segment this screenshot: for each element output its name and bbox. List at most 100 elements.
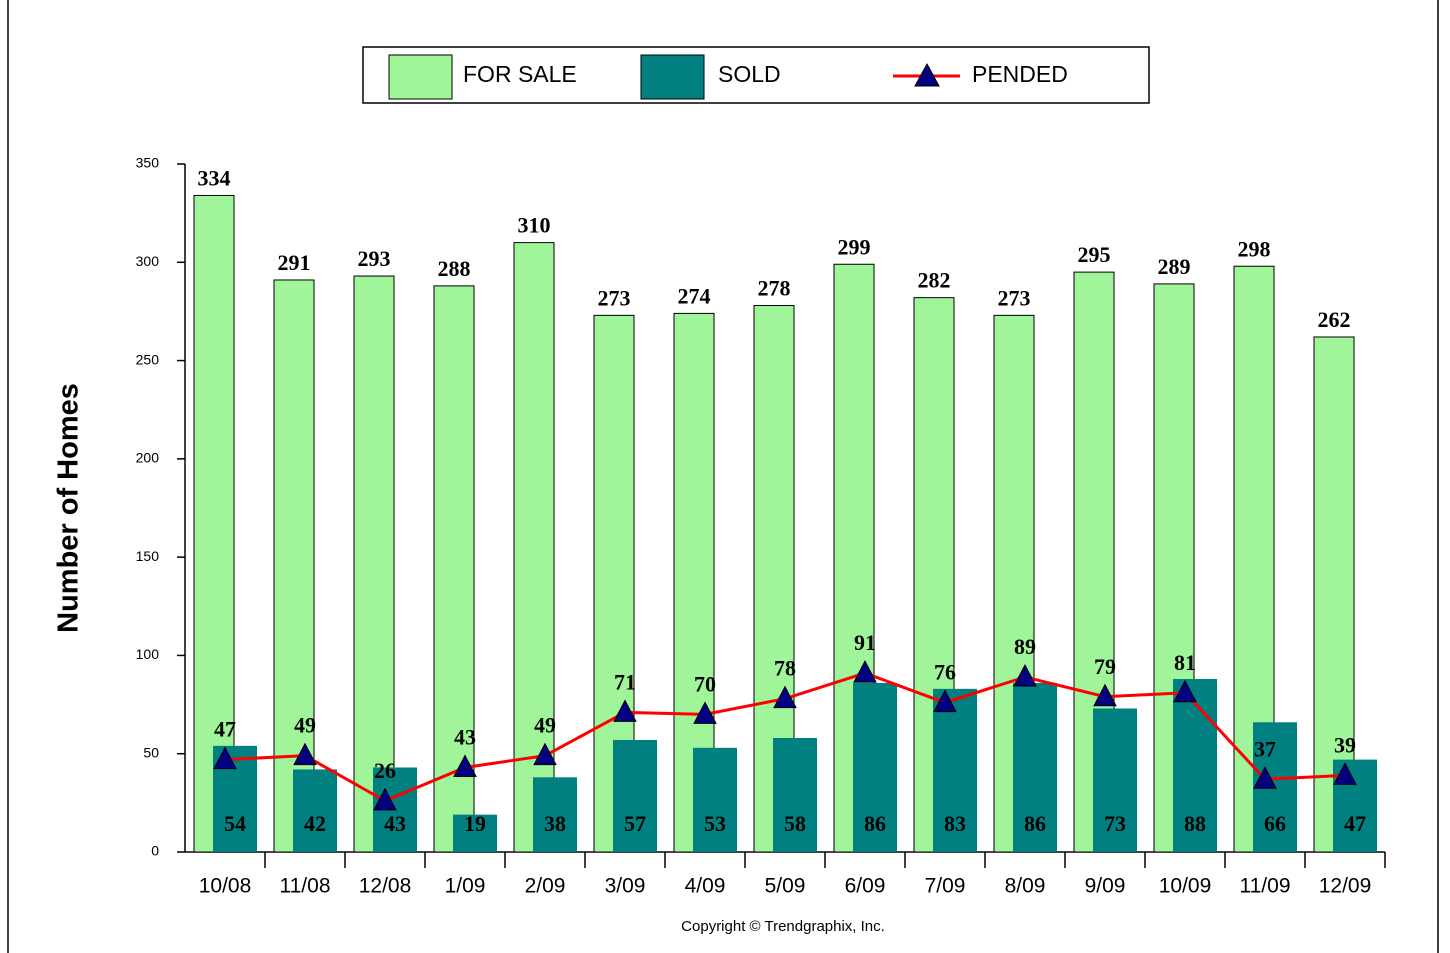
data-label: 37	[1254, 736, 1276, 761]
sold-bar	[1093, 708, 1137, 852]
data-label: 310	[518, 213, 551, 238]
pended-marker	[853, 660, 877, 683]
data-label: 58	[784, 811, 806, 836]
y-axis-label: Number of Homes	[53, 383, 85, 633]
pended-marker	[773, 685, 797, 709]
data-label: 86	[864, 811, 886, 836]
data-label: 38	[544, 811, 566, 836]
data-label: 70	[694, 671, 716, 696]
data-label: 91	[854, 630, 876, 655]
x-tick-label: 5/09	[765, 875, 806, 898]
sold-bar	[1173, 679, 1217, 852]
legend-label: PENDED	[972, 61, 1068, 87]
frame	[7, 0, 1439, 953]
x-tick-label: 11/09	[1240, 875, 1291, 898]
sold-bar	[453, 814, 497, 852]
y-tick-label: 150	[136, 548, 160, 564]
data-label: 79	[1094, 654, 1116, 679]
legend-label: FOR SALE	[463, 61, 577, 87]
x-tick-label: 11/08	[280, 875, 331, 898]
pended-marker	[293, 742, 317, 766]
sold-bar	[1013, 682, 1057, 852]
pended-marker	[1093, 683, 1117, 707]
data-label: 76	[934, 660, 956, 685]
x-tick-label: 2/09	[525, 875, 566, 898]
data-label: 293	[358, 246, 391, 271]
x-tick-label: 1/09	[445, 875, 486, 898]
data-label: 295	[1078, 242, 1111, 267]
data-label: 42	[304, 811, 326, 836]
data-label: 19	[464, 811, 486, 836]
sold-bar	[773, 737, 817, 852]
sold-bar	[533, 777, 577, 852]
data-label: 288	[438, 256, 471, 281]
data-label: 73	[1104, 811, 1126, 836]
x-tick-label: 12/09	[1319, 875, 1372, 898]
data-label: 289	[1158, 254, 1191, 279]
pended-marker	[453, 754, 477, 777]
data-label: 57	[624, 811, 646, 836]
pended-marker	[613, 699, 637, 722]
data-label: 86	[1024, 811, 1046, 836]
x-tick-label: 12/08	[359, 875, 412, 898]
y-tick-label: 350	[136, 155, 160, 171]
sold-bar	[693, 747, 737, 852]
legend-swatch	[640, 54, 705, 100]
legend-label: SOLD	[718, 61, 781, 87]
pended-marker	[693, 701, 717, 724]
data-label: 89	[1014, 634, 1036, 659]
x-tick-label: 7/09	[925, 875, 966, 898]
data-label: 39	[1334, 732, 1356, 757]
data-label: 71	[614, 669, 636, 694]
data-label: 334	[198, 165, 231, 190]
y-tick-label: 300	[136, 253, 160, 269]
data-label: 66	[1264, 811, 1286, 836]
data-label: 78	[774, 656, 796, 681]
x-tick-label: 6/09	[845, 875, 886, 898]
data-label: 43	[384, 811, 406, 836]
pended-marker	[533, 742, 557, 766]
for-sale-bar	[353, 275, 395, 853]
for-sale-bar	[273, 279, 315, 853]
pended-marker	[373, 787, 397, 811]
x-tick-label: 9/09	[1085, 875, 1126, 898]
sold-bar	[933, 688, 977, 852]
sold-bar	[853, 682, 897, 852]
data-label: 81	[1174, 650, 1196, 675]
data-label: 54	[224, 811, 246, 836]
data-label: 291	[278, 250, 311, 275]
copyright: Copyright © Trendgraphix, Inc.	[681, 918, 885, 935]
legend-marker	[914, 62, 940, 87]
data-label: 273	[998, 285, 1031, 310]
data-label: 47	[214, 717, 236, 742]
data-label: 262	[1318, 307, 1351, 332]
data-label: 49	[534, 713, 556, 738]
y-tick-label: 0	[151, 843, 159, 859]
data-label: 88	[1184, 811, 1206, 836]
y-tick-label: 100	[136, 646, 160, 662]
data-label: 49	[294, 713, 316, 738]
pended-marker	[1333, 762, 1357, 785]
data-label: 298	[1238, 236, 1271, 261]
data-label: 83	[944, 811, 966, 836]
data-label: 278	[758, 276, 791, 301]
x-tick-label: 10/08	[199, 875, 252, 898]
data-label: 273	[598, 285, 631, 310]
data-label: 53	[704, 811, 726, 836]
data-label: 274	[678, 283, 711, 308]
for-sale-bar	[193, 194, 235, 853]
legend-box	[362, 46, 1150, 104]
for-sale-bar	[513, 242, 555, 853]
data-label: 43	[454, 725, 476, 750]
y-tick-label: 250	[136, 351, 160, 367]
x-tick-label: 8/09	[1005, 875, 1046, 898]
pended-marker	[1253, 766, 1277, 789]
x-tick-label: 10/09	[1159, 875, 1212, 898]
data-label: 282	[918, 268, 951, 293]
legend-swatch	[388, 54, 453, 100]
pended-marker	[1013, 663, 1037, 687]
data-label: 299	[838, 234, 871, 259]
sold-bar	[613, 739, 657, 852]
data-label: 47	[1344, 811, 1366, 836]
y-tick-label: 200	[136, 450, 160, 466]
